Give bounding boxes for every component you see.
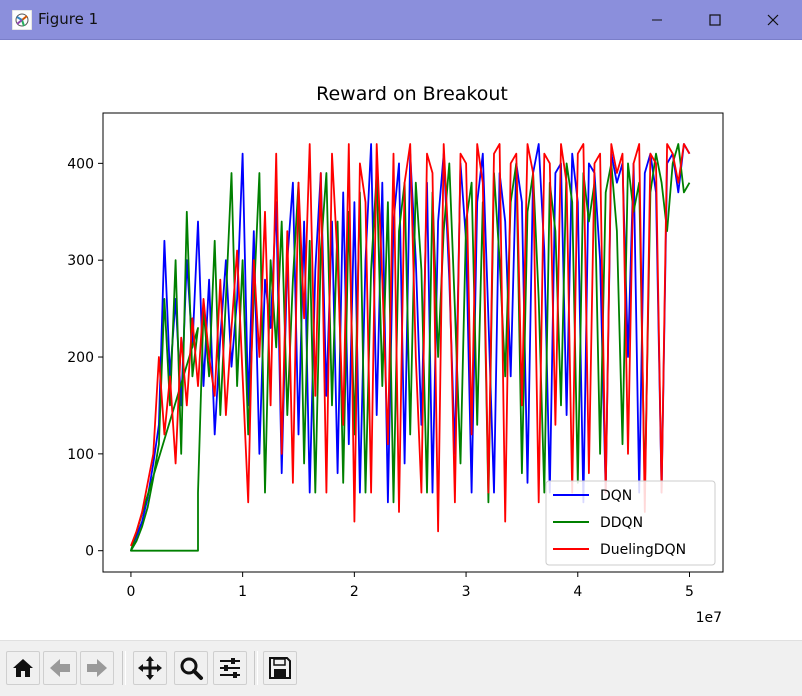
x-axis-offset-label: 1e7 xyxy=(696,610,722,626)
legend-label: DDQN xyxy=(600,515,643,531)
zoom-button[interactable] xyxy=(174,651,208,685)
axes-frame xyxy=(102,112,724,573)
y-tick-label: 400 xyxy=(67,156,94,172)
y-tick-label: 300 xyxy=(67,253,94,269)
x-tick-label: 5 xyxy=(685,584,694,600)
window-title: Figure 1 xyxy=(38,10,99,28)
y-tick-label: 0 xyxy=(85,544,94,560)
matplotlib-app-icon xyxy=(11,9,33,31)
legend-box xyxy=(545,480,716,566)
x-tick-label: 3 xyxy=(462,584,471,600)
chart-title: Reward on Breakout xyxy=(316,83,508,105)
home-button[interactable] xyxy=(6,651,40,685)
configure-subplots-icon xyxy=(220,658,240,678)
save-floppy-icon xyxy=(269,657,291,679)
legend-label: DuelingDQN xyxy=(600,542,686,558)
toolbar-separator xyxy=(122,651,126,685)
maximize-button[interactable] xyxy=(686,0,744,40)
zoom-magnifier-icon xyxy=(180,657,203,680)
home-icon xyxy=(13,659,33,677)
minimize-button[interactable] xyxy=(628,0,686,40)
plot-lines xyxy=(129,143,691,552)
legend-label: DQN xyxy=(600,488,632,504)
back-button[interactable] xyxy=(43,651,77,685)
minimize-icon xyxy=(652,19,662,21)
maximize-icon xyxy=(709,14,721,26)
y-tick-label: 200 xyxy=(67,350,94,366)
series-line-duelingdqn xyxy=(130,143,691,547)
y-tick-label: 100 xyxy=(67,447,94,463)
x-tick-label: 4 xyxy=(573,584,582,600)
y-axis-ticks: 0 100 200 300 400 xyxy=(67,156,103,560)
navigation-toolbar xyxy=(0,640,802,696)
close-button[interactable] xyxy=(744,0,802,40)
toolbar-separator xyxy=(254,651,258,685)
legend: DQN DDQN DuelingDQN xyxy=(545,480,716,566)
pan-button[interactable] xyxy=(133,651,167,685)
save-button[interactable] xyxy=(263,651,297,685)
window-titlebar: Figure 1 xyxy=(0,0,802,40)
x-tick-label: 2 xyxy=(350,584,359,600)
back-arrow-icon xyxy=(50,659,70,677)
x-axis-ticks: 0 1 2 3 4 5 xyxy=(126,572,694,600)
configure-subplots-button[interactable] xyxy=(213,651,247,685)
x-tick-label: 0 xyxy=(126,584,135,600)
pan-move-icon xyxy=(138,656,162,680)
x-tick-label: 1 xyxy=(238,584,247,600)
forward-button[interactable] xyxy=(80,651,114,685)
close-icon xyxy=(767,14,779,26)
forward-arrow-icon xyxy=(87,659,107,677)
